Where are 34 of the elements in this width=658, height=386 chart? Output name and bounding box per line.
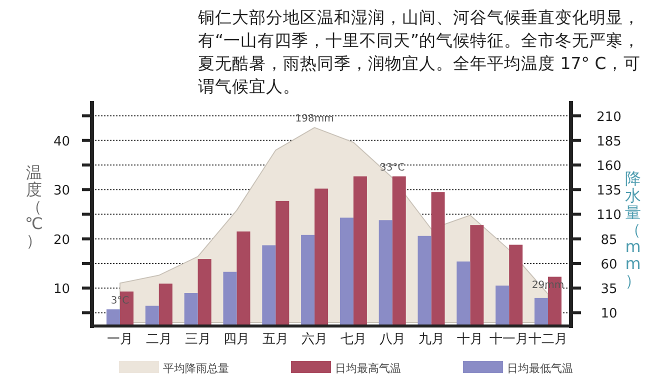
legend-label: 日均最高气温 xyxy=(335,362,401,375)
y2-tick-label: 210 xyxy=(596,110,622,125)
y2-tick-label: 85 xyxy=(600,232,618,248)
legend-label: 平均降雨总量 xyxy=(163,362,229,375)
y-tick-label: 40 xyxy=(53,134,70,150)
x-tick-label: 十二月 xyxy=(528,332,568,347)
y2-tick-label: 160 xyxy=(596,159,622,174)
annotation: 33°C xyxy=(380,162,405,174)
annotation: 3°C xyxy=(110,295,130,306)
y2-tick-label: 60 xyxy=(600,257,618,272)
y-tick-label: 20 xyxy=(53,232,70,248)
legend-label: 日均最低气温 xyxy=(507,362,573,375)
y2-tick-label: 110 xyxy=(596,208,622,224)
x-tick-label: 五月 xyxy=(262,332,289,347)
x-tick-label: 十月 xyxy=(457,332,484,347)
y2-axis-title: 降水量（mm） xyxy=(625,169,641,290)
x-tick-label: 二月 xyxy=(146,332,172,347)
y2-tick-label: 10 xyxy=(600,306,618,322)
y-tick-label: 30 xyxy=(53,184,70,199)
y2-tick-label: 135 xyxy=(596,184,622,199)
chart-title: 铜仁大部分地区温和湿润，山间、河谷气候垂直变化明显，有“一山有四季，十里不同天”的气候特征。全市冬无严寒，夏无酷暑，雨热同季，润物宜人。全年平均温度 17° C，可谓气候宜人。 xyxy=(198,7,642,98)
x-tick-label: 九月 xyxy=(418,332,444,347)
x-tick-label: 八月 xyxy=(379,332,406,347)
y2-tick-label: 35 xyxy=(600,282,618,298)
y-axis-title: 温度（℃） xyxy=(25,163,43,250)
y2-tick-label: 185 xyxy=(596,134,622,150)
annotation: 198mm xyxy=(295,114,334,125)
x-tick-label: 四月 xyxy=(224,332,250,347)
x-tick-label: 七月 xyxy=(340,332,366,347)
x-tick-label: 一月 xyxy=(107,332,133,347)
x-tick-label: 六月 xyxy=(302,332,328,347)
y-tick-label: 10 xyxy=(53,282,70,298)
x-tick-label: 十一月 xyxy=(490,332,529,347)
x-tick-label: 三月 xyxy=(184,332,211,347)
